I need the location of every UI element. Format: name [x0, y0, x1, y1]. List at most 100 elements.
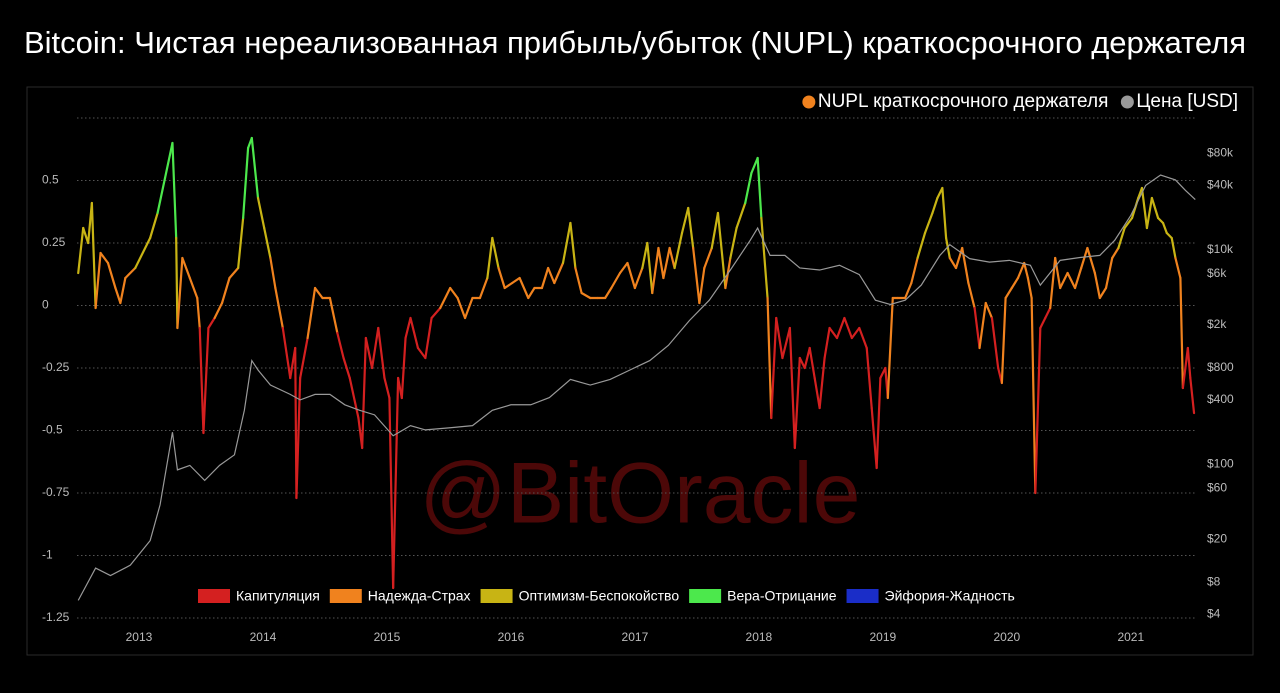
- nupl-segment: [527, 286, 536, 300]
- nupl-segment: [1140, 186, 1149, 230]
- nupl-segment: [1156, 216, 1165, 225]
- nupl-segment: [788, 326, 796, 450]
- y2-tick-label: $60: [1207, 480, 1227, 494]
- nupl-segment: [984, 301, 994, 320]
- nupl-segment: [518, 276, 530, 300]
- y2-tick-label: $400: [1207, 392, 1234, 406]
- x-tick-label: 2014: [250, 630, 277, 644]
- y2-tick-label: $20: [1207, 532, 1227, 546]
- nupl-segment: [580, 291, 592, 300]
- nupl-segment: [610, 271, 622, 290]
- nupl-segment: [692, 246, 701, 305]
- nupl-segment: [213, 301, 224, 320]
- nupl-segment: [263, 226, 272, 260]
- nupl-segment: [404, 316, 412, 340]
- nupl-segment: [1145, 196, 1153, 230]
- nupl-segment: [760, 216, 769, 300]
- nupl-segment: [687, 206, 695, 250]
- nupl-segment: [698, 266, 706, 305]
- y2-tick-label: $100: [1207, 457, 1234, 471]
- nupl-segment: [90, 201, 97, 310]
- nupl-segment: [948, 256, 958, 270]
- nupl-segment: [1165, 231, 1173, 240]
- nupl-segment: [553, 261, 565, 285]
- y2-tick-label: $40k: [1207, 178, 1234, 192]
- nupl-segment: [281, 326, 292, 380]
- nupl-segment: [1189, 376, 1196, 415]
- nupl-segment: [646, 241, 654, 295]
- nupl-segment: [1111, 246, 1120, 260]
- nupl-segment: [1004, 286, 1013, 300]
- nupl-segment: [370, 326, 380, 370]
- y-tick-label: 0.25: [42, 235, 66, 249]
- nupl-segment: [1000, 296, 1007, 385]
- nupl-segment: [299, 336, 309, 380]
- nupl-segment: [416, 346, 427, 360]
- nupl-segment: [775, 316, 784, 360]
- nupl-segment: [361, 336, 367, 450]
- nupl-segment: [813, 376, 821, 410]
- y-tick-label: 0: [42, 298, 49, 312]
- nupl-segment: [1030, 296, 1037, 495]
- nupl-segment: [1023, 261, 1030, 280]
- nupl-segment: [978, 301, 987, 350]
- nupl-segment: [910, 256, 919, 285]
- nupl-segment: [904, 281, 913, 300]
- y-tick-label: -0.5: [42, 423, 63, 437]
- nupl-segment: [237, 216, 245, 270]
- nupl-segment: [364, 336, 374, 370]
- nupl-segment: [430, 306, 442, 320]
- nupl-segment: [770, 316, 778, 420]
- y-tick-label: -1.25: [42, 610, 70, 624]
- nupl-segment: [604, 286, 613, 300]
- nupl-segment: [511, 276, 521, 285]
- nupl-segment: [439, 286, 452, 310]
- nupl-segment: [424, 316, 433, 360]
- x-tick-label: 2015: [374, 630, 401, 644]
- nupl-segment: [716, 211, 727, 290]
- nupl-segment: [990, 316, 1000, 370]
- plot-frame: [26, 86, 1254, 656]
- legend-label: NUPL краткосрочного держателя: [818, 91, 1109, 112]
- y2-tick-label: $80k: [1207, 145, 1234, 159]
- nupl-segment: [1080, 246, 1089, 270]
- nupl-segment: [1098, 286, 1108, 300]
- nupl-segment: [641, 241, 649, 270]
- nupl-segment: [171, 141, 178, 240]
- nupl-segment: [540, 266, 550, 290]
- y-tick-label: -1: [42, 548, 53, 562]
- nupl-segment: [400, 336, 407, 400]
- y-tick-label: -0.75: [42, 485, 70, 499]
- nupl-segment: [409, 316, 420, 350]
- zone-label: Вера-Отрицание: [727, 588, 837, 604]
- nupl-segment: [1186, 346, 1192, 380]
- nupl-segment: [176, 256, 184, 330]
- nupl-segment: [961, 246, 970, 285]
- nupl-segment: [818, 356, 826, 410]
- nupl-segment: [673, 231, 684, 270]
- zone-label: Капитуляция: [236, 588, 320, 604]
- nupl-segment: [835, 316, 846, 340]
- legend-marker: [802, 95, 816, 109]
- nupl-segment: [547, 266, 556, 285]
- zone-swatch: [689, 589, 722, 603]
- nupl-segment: [756, 156, 763, 220]
- nupl-segment: [916, 231, 927, 260]
- nupl-segment: [256, 196, 266, 230]
- nupl-segment: [1150, 196, 1160, 220]
- nupl-segment: [886, 296, 894, 400]
- nupl-segment: [858, 326, 868, 350]
- legend-label: Цена [USD]: [1136, 91, 1238, 112]
- chart-title: Bitcoin: Чистая нереализованная прибыль/…: [24, 25, 1246, 60]
- nupl-segment: [668, 246, 676, 270]
- nupl-segment: [388, 396, 395, 590]
- nupl-segment: [1039, 316, 1047, 330]
- x-tick-label: 2019: [870, 630, 897, 644]
- nupl-segment: [207, 316, 216, 330]
- nupl-segment: [735, 201, 747, 230]
- nupl-segment: [870, 406, 878, 470]
- nupl-segment: [114, 286, 122, 305]
- nupl-segment: [497, 266, 506, 290]
- nupl-segment: [456, 296, 467, 320]
